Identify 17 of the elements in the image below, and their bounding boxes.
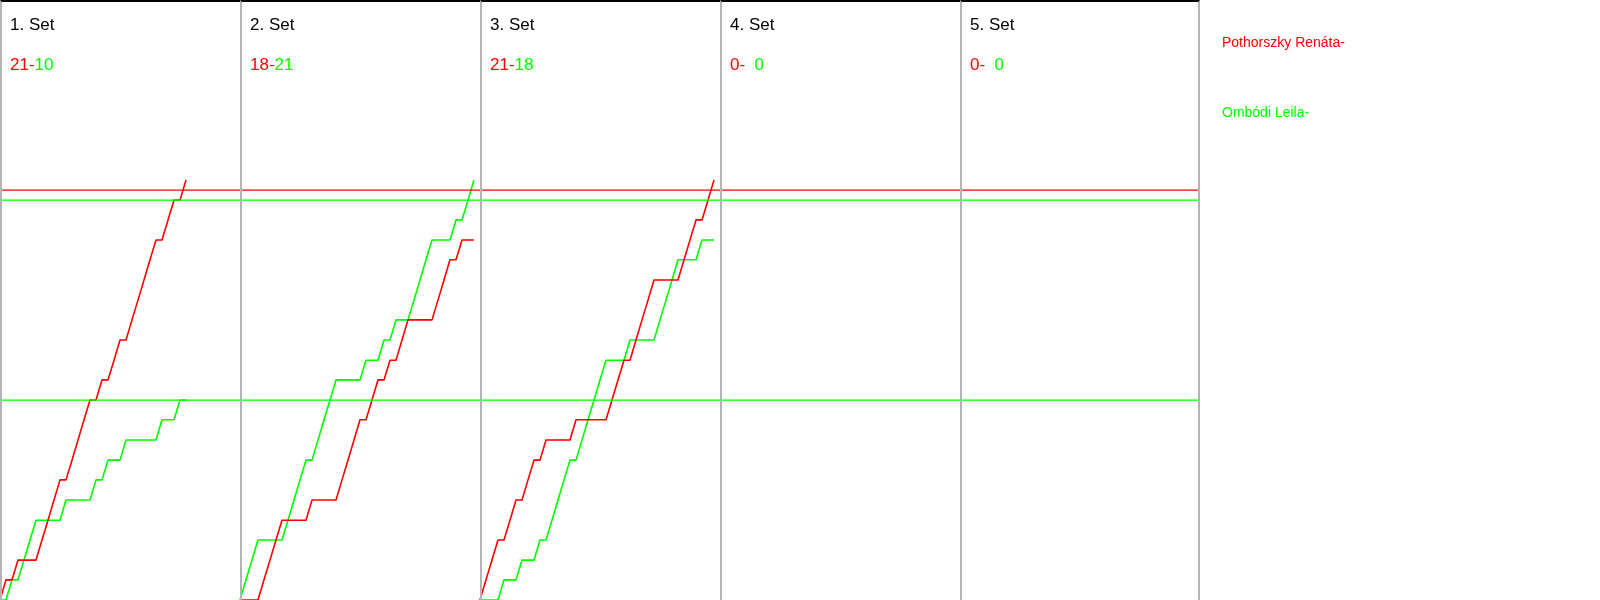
text: 10 <box>34 55 54 74</box>
text: 0- <box>730 55 746 74</box>
text: 21 <box>274 55 294 74</box>
text: 18- <box>250 55 275 74</box>
text: Ombódi Leila- <box>1222 104 1311 122</box>
text: 0 <box>994 55 1005 74</box>
text: 0- <box>970 55 986 74</box>
text: 2. Set <box>250 15 295 34</box>
text: Pothorszky Renáta- <box>1222 34 1345 52</box>
text: 4. Set <box>730 15 775 34</box>
text: 1. Set <box>10 15 55 34</box>
text: 0 <box>754 55 765 74</box>
text: 5. Set <box>970 15 1015 34</box>
text: 3. Set <box>490 15 535 34</box>
text: 21- <box>10 55 35 74</box>
text: 18 <box>514 55 534 74</box>
text: 21- <box>490 55 515 74</box>
